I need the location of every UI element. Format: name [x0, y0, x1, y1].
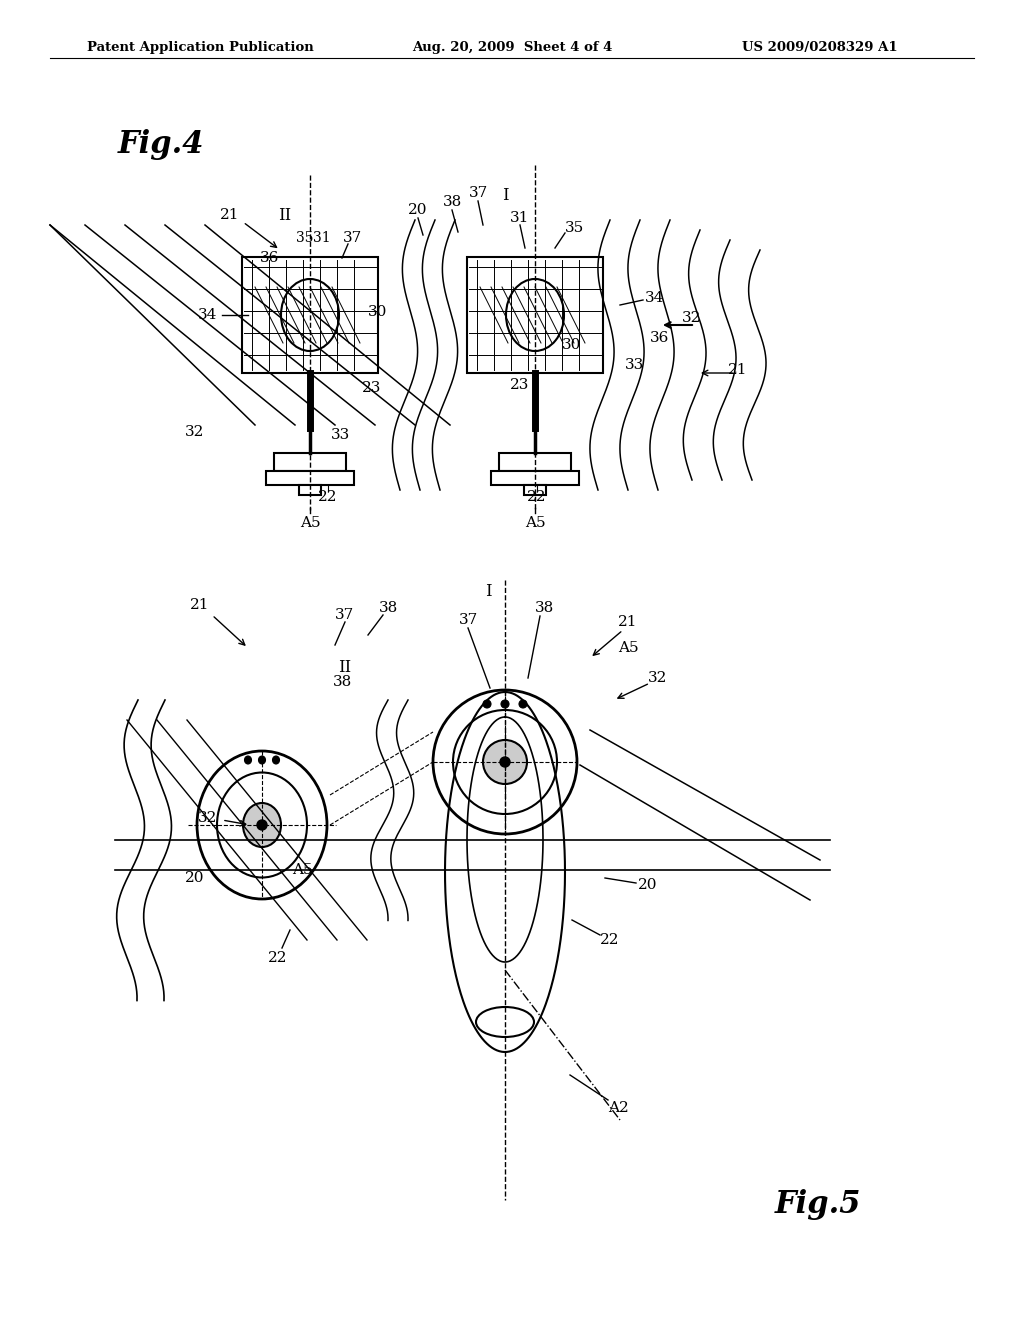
- Bar: [274, 453, 346, 471]
- Ellipse shape: [272, 756, 280, 764]
- Text: 37: 37: [336, 609, 354, 622]
- Text: 20: 20: [638, 878, 657, 892]
- Text: 23: 23: [510, 378, 529, 392]
- Bar: [524, 484, 546, 495]
- Text: 36: 36: [260, 251, 280, 265]
- Text: 21: 21: [728, 363, 748, 378]
- Text: 37: 37: [468, 186, 487, 201]
- Text: 34: 34: [645, 290, 665, 305]
- Bar: [299, 484, 321, 495]
- Text: A5: A5: [300, 516, 321, 531]
- Ellipse shape: [217, 772, 307, 878]
- Text: 37: 37: [342, 231, 361, 246]
- Circle shape: [453, 710, 557, 814]
- Text: 30: 30: [369, 305, 388, 319]
- Text: 32: 32: [648, 671, 668, 685]
- Text: Fig.5: Fig.5: [775, 1189, 861, 1221]
- Text: II: II: [279, 206, 292, 223]
- Bar: [499, 453, 571, 471]
- Text: I: I: [502, 186, 508, 203]
- Text: 20: 20: [409, 203, 428, 216]
- Bar: [490, 471, 579, 484]
- Text: 32: 32: [185, 425, 205, 440]
- Text: 20: 20: [185, 871, 205, 884]
- Ellipse shape: [506, 279, 564, 351]
- Text: 38: 38: [379, 601, 397, 615]
- Text: Fig.4: Fig.4: [118, 129, 205, 161]
- Circle shape: [483, 741, 527, 784]
- Text: A5: A5: [524, 516, 546, 531]
- Text: 21: 21: [220, 209, 240, 222]
- Circle shape: [519, 700, 527, 708]
- Circle shape: [433, 690, 577, 834]
- Text: I: I: [484, 583, 492, 601]
- Text: 33: 33: [331, 428, 349, 442]
- Ellipse shape: [243, 803, 281, 847]
- Text: 23: 23: [362, 381, 382, 395]
- Text: 38: 38: [536, 601, 555, 615]
- Bar: [467, 257, 603, 374]
- Text: 22: 22: [600, 933, 620, 946]
- Text: 33: 33: [626, 358, 645, 372]
- Ellipse shape: [245, 756, 252, 764]
- Text: 31: 31: [313, 231, 331, 246]
- Text: Aug. 20, 2009  Sheet 4 of 4: Aug. 20, 2009 Sheet 4 of 4: [412, 41, 612, 54]
- Bar: [242, 257, 378, 374]
- Text: 32: 32: [199, 810, 218, 825]
- Circle shape: [500, 756, 510, 767]
- Text: A5: A5: [292, 863, 312, 876]
- Circle shape: [257, 820, 267, 830]
- Circle shape: [501, 700, 509, 708]
- Text: 35: 35: [296, 231, 313, 246]
- Text: 37: 37: [459, 612, 477, 627]
- Circle shape: [483, 700, 490, 708]
- Text: Patent Application Publication: Patent Application Publication: [87, 41, 313, 54]
- Text: US 2009/0208329 A1: US 2009/0208329 A1: [742, 41, 898, 54]
- Text: 35: 35: [565, 220, 585, 235]
- Text: 22: 22: [527, 490, 547, 504]
- Text: 38: 38: [442, 195, 462, 209]
- Text: 21: 21: [190, 598, 210, 612]
- Text: 32: 32: [682, 312, 701, 325]
- Ellipse shape: [197, 751, 327, 899]
- Text: 21: 21: [618, 615, 638, 630]
- Text: 36: 36: [650, 331, 670, 345]
- Text: 22: 22: [268, 950, 288, 965]
- Bar: [266, 471, 354, 484]
- Text: 30: 30: [562, 338, 582, 352]
- Ellipse shape: [281, 279, 339, 351]
- Ellipse shape: [258, 756, 265, 764]
- Text: 38: 38: [333, 675, 351, 689]
- Text: A5: A5: [617, 642, 638, 655]
- Ellipse shape: [476, 1007, 534, 1038]
- Text: 22: 22: [318, 490, 338, 504]
- Text: A2: A2: [607, 1101, 629, 1115]
- Text: 34: 34: [199, 308, 218, 322]
- Text: II: II: [338, 660, 351, 676]
- Text: 31: 31: [510, 211, 529, 224]
